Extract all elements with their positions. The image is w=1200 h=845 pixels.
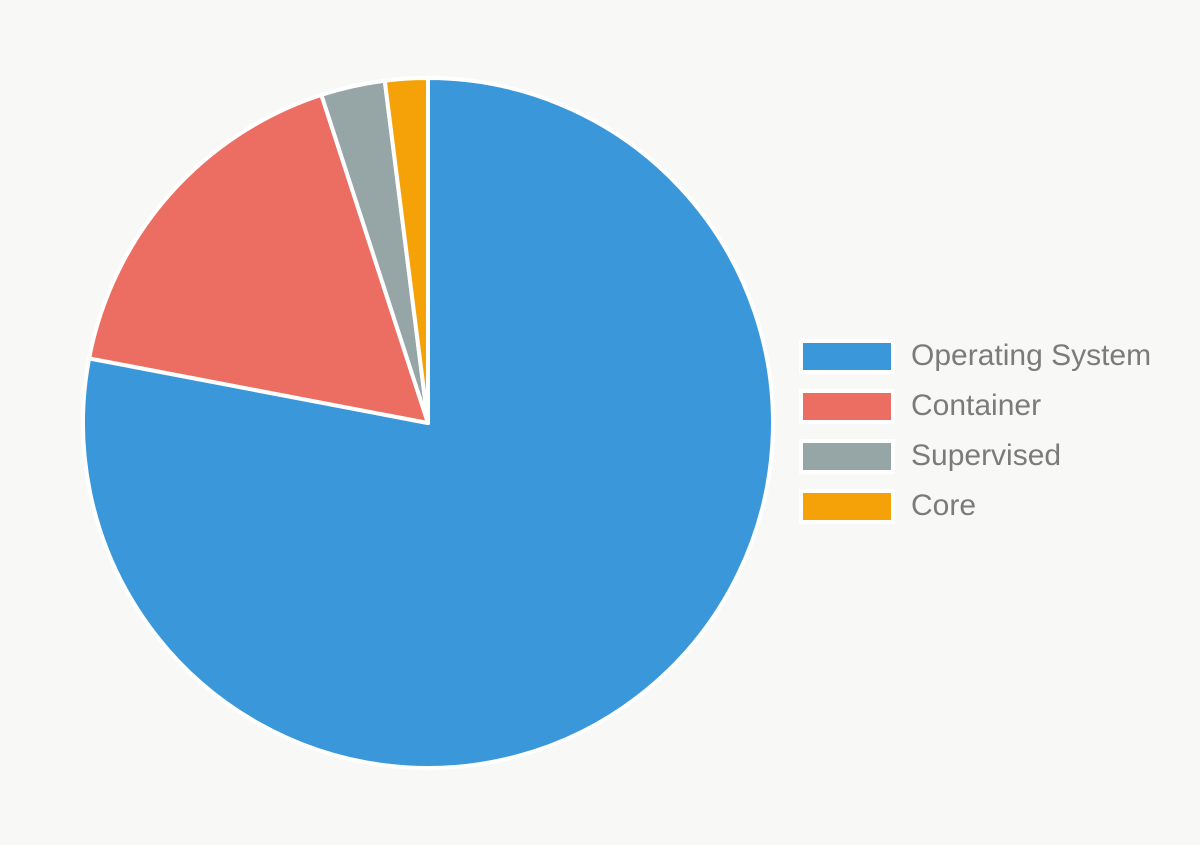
legend-label: Core	[911, 489, 977, 522]
legend-swatch-container	[799, 388, 895, 424]
legend-swatch-operating-system	[799, 338, 895, 374]
pie-slice-operating-system[interactable]	[81, 76, 775, 770]
legend-swatch-core	[799, 488, 895, 524]
legend-label: Supervised	[911, 439, 1062, 472]
legend-label: Container	[911, 389, 1042, 422]
legend-item-core[interactable]: Core	[799, 481, 1151, 531]
pie-slice-container[interactable]	[87, 92, 430, 425]
legend-item-supervised[interactable]: Supervised	[799, 431, 1151, 481]
legend-item-operating-system[interactable]: Operating System	[799, 331, 1151, 381]
legend: Operating System Container Supervised Core	[799, 331, 1151, 531]
legend-swatch-supervised	[799, 438, 895, 474]
pie-slice-core[interactable]	[382, 76, 430, 425]
legend-item-container[interactable]: Container	[799, 381, 1151, 431]
legend-label: Operating System	[911, 339, 1152, 372]
